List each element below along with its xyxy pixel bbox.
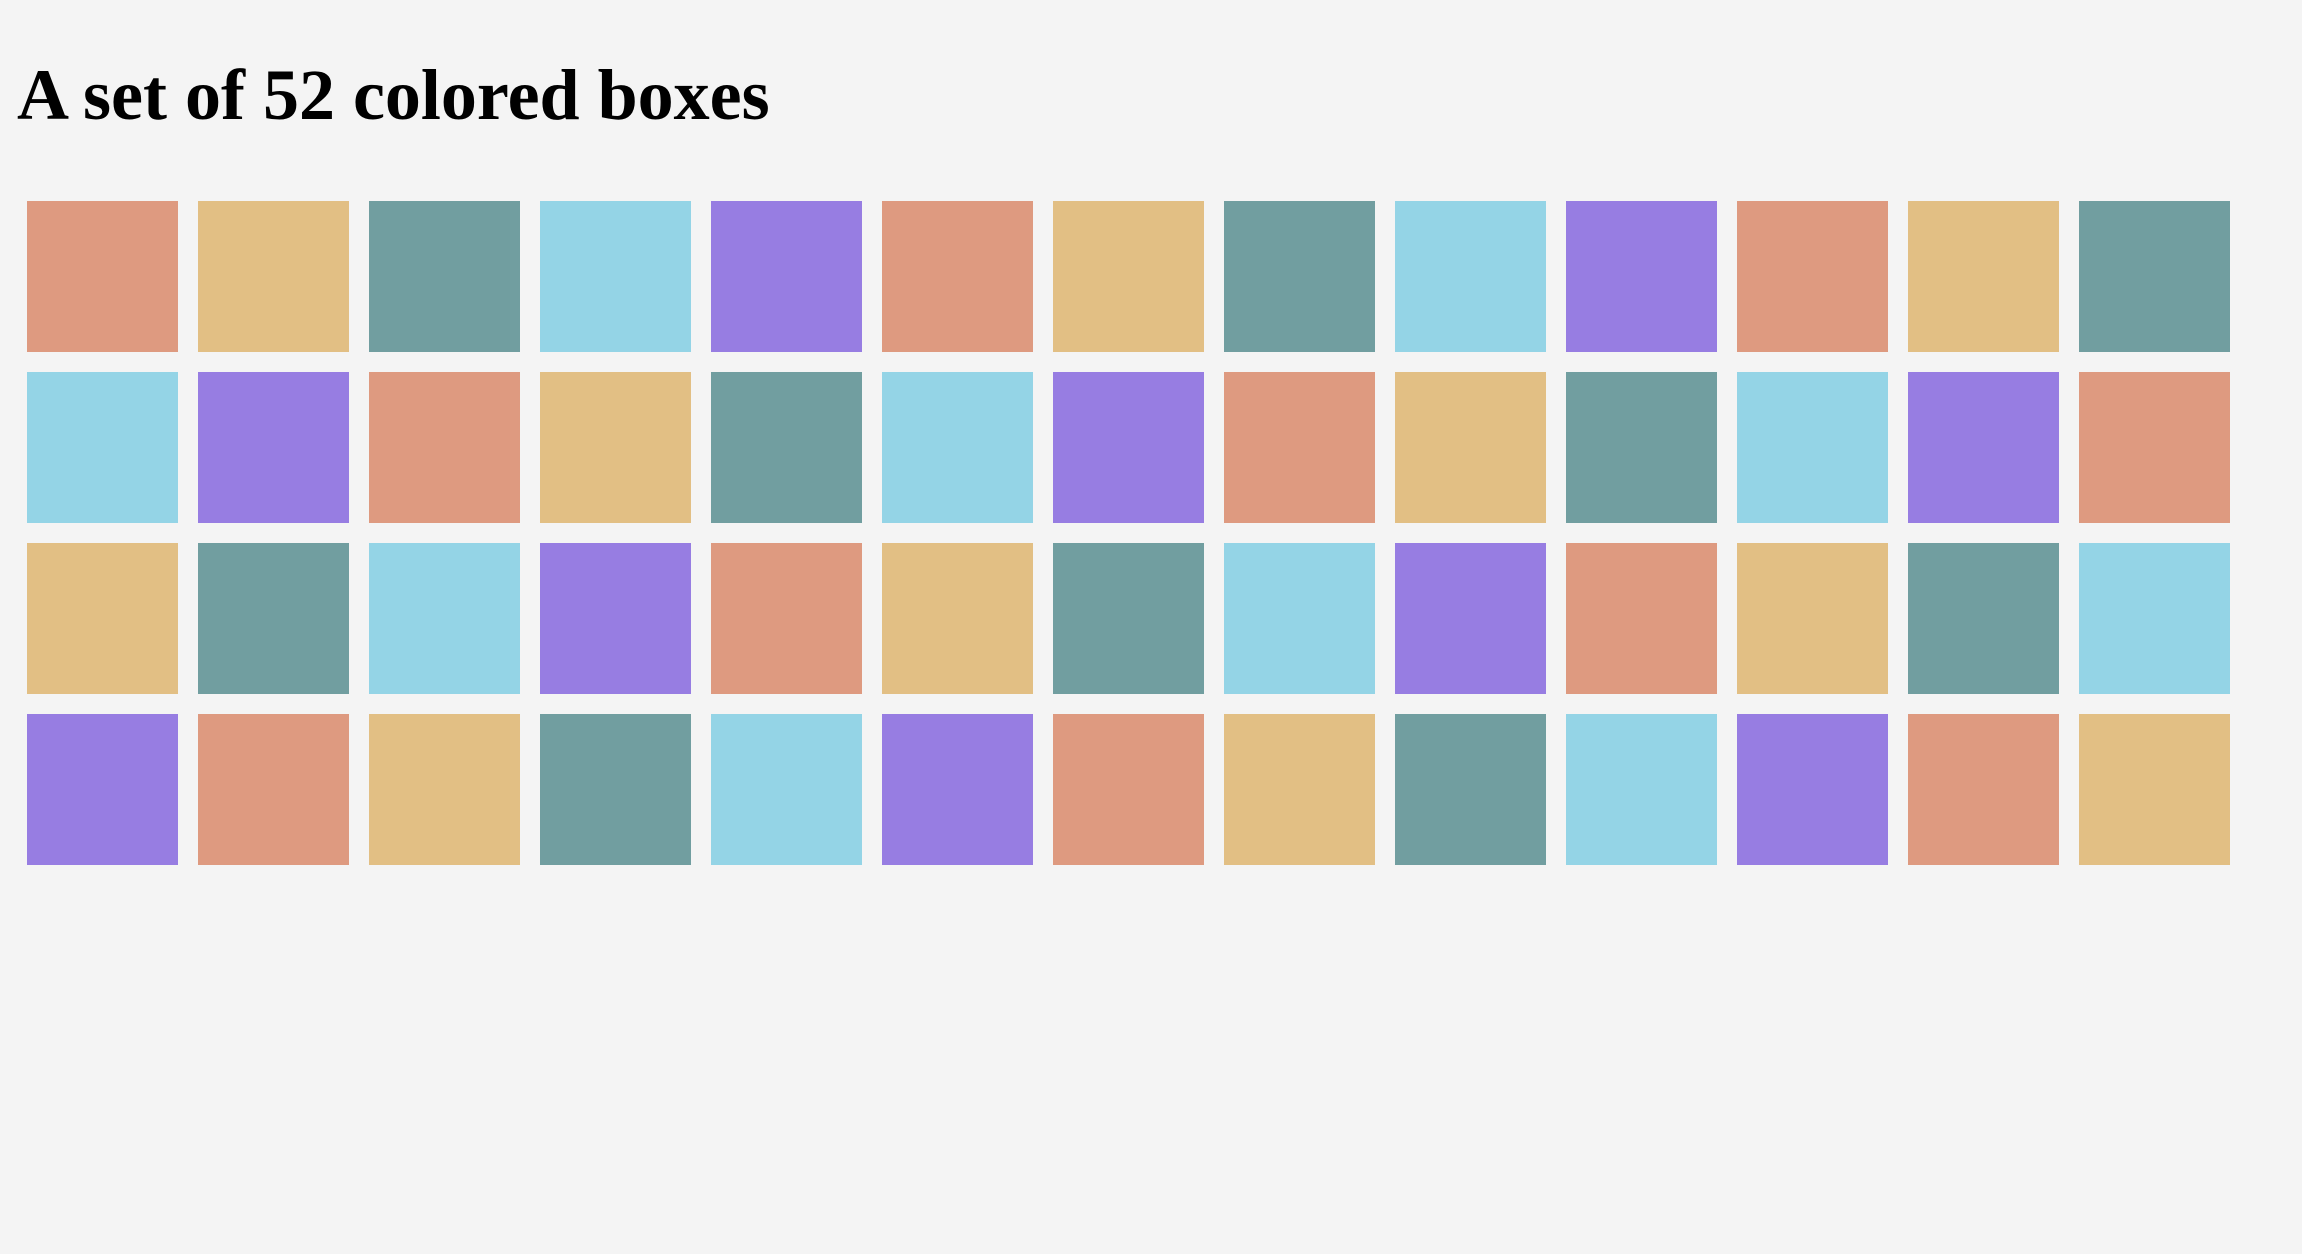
- colored-box-salmon: [711, 543, 862, 694]
- colored-box-sand: [1737, 543, 1888, 694]
- colored-box-sky: [27, 372, 178, 523]
- colored-box-sand: [27, 543, 178, 694]
- colored-box-salmon: [1053, 714, 1204, 865]
- colored-box-sand: [1395, 372, 1546, 523]
- colored-box-sky: [882, 372, 1033, 523]
- colored-box-sand: [1053, 201, 1204, 352]
- colored-box-violet: [1737, 714, 1888, 865]
- colored-box-salmon: [1566, 543, 1717, 694]
- colored-box-sky: [2079, 543, 2230, 694]
- colored-box-sky: [1395, 201, 1546, 352]
- colored-box-teal: [540, 714, 691, 865]
- colored-box-sky: [1566, 714, 1717, 865]
- page-title: A set of 52 colored boxes: [17, 55, 770, 135]
- colored-box-teal: [1395, 714, 1546, 865]
- colored-box-sand: [369, 714, 520, 865]
- colored-box-salmon: [198, 714, 349, 865]
- colored-box-teal: [711, 372, 862, 523]
- colored-box-violet: [1395, 543, 1546, 694]
- colored-box-sky: [369, 543, 520, 694]
- colored-box-salmon: [27, 201, 178, 352]
- colored-box-sand: [1908, 201, 2059, 352]
- colored-box-sky: [1224, 543, 1375, 694]
- colored-box-violet: [1053, 372, 1204, 523]
- colored-box-teal: [1908, 543, 2059, 694]
- colored-box-violet: [711, 201, 862, 352]
- colored-box-teal: [1224, 201, 1375, 352]
- colored-box-teal: [1053, 543, 1204, 694]
- colored-box-sky: [711, 714, 862, 865]
- colored-box-violet: [1908, 372, 2059, 523]
- colored-box-sand: [1224, 714, 1375, 865]
- colored-box-teal: [198, 543, 349, 694]
- colored-box-sand: [2079, 714, 2230, 865]
- colored-box-salmon: [369, 372, 520, 523]
- colored-box-salmon: [882, 201, 1033, 352]
- colored-box-violet: [1566, 201, 1717, 352]
- colored-box-violet: [882, 714, 1033, 865]
- colored-box-salmon: [1737, 201, 1888, 352]
- colored-box-sand: [882, 543, 1033, 694]
- colored-box-sand: [198, 201, 349, 352]
- colored-box-salmon: [2079, 372, 2230, 523]
- colored-box-sand: [540, 372, 691, 523]
- colored-box-sky: [540, 201, 691, 352]
- colored-box-violet: [27, 714, 178, 865]
- colored-box-violet: [540, 543, 691, 694]
- colored-box-teal: [1566, 372, 1717, 523]
- colored-box-salmon: [1908, 714, 2059, 865]
- colored-box-sky: [1737, 372, 1888, 523]
- box-grid: [27, 201, 2230, 865]
- colored-box-violet: [198, 372, 349, 523]
- colored-box-teal: [369, 201, 520, 352]
- colored-box-salmon: [1224, 372, 1375, 523]
- colored-box-teal: [2079, 201, 2230, 352]
